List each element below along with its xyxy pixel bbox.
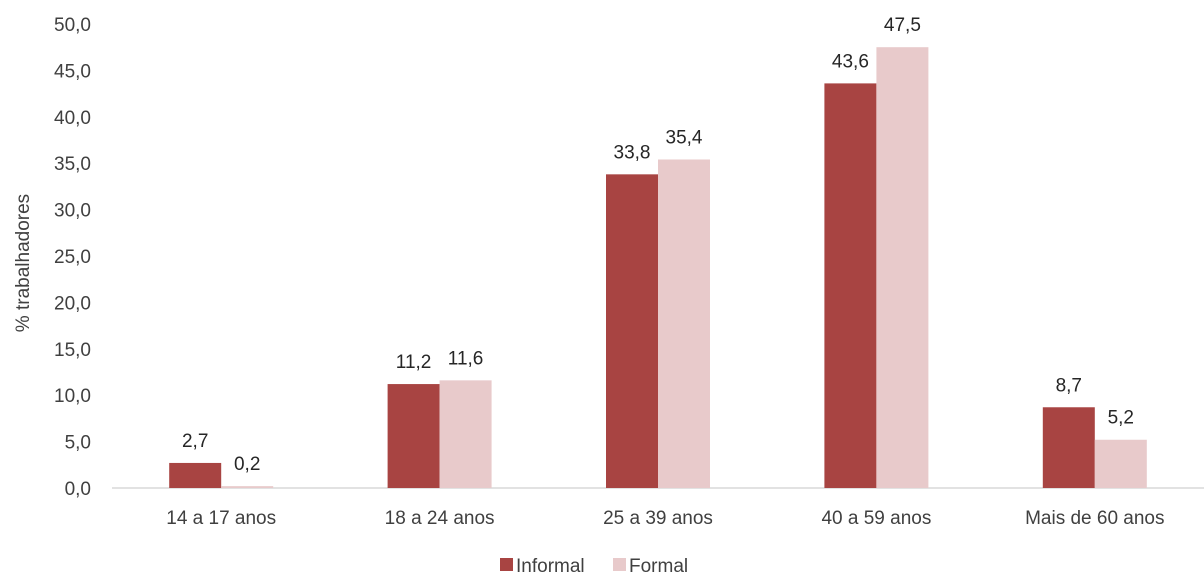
- y-tick-label: 45,0: [54, 61, 91, 82]
- bar-formal: [658, 159, 710, 488]
- x-category-label: 40 a 59 anos: [821, 508, 931, 529]
- legend-swatch-formal: [613, 558, 626, 571]
- y-tick-label: 0,0: [65, 479, 91, 500]
- y-tick-label: 10,0: [54, 386, 91, 407]
- bar-informal: [824, 83, 877, 488]
- y-tick-label: 25,0: [54, 247, 91, 268]
- data-label-formal: 47,5: [884, 15, 921, 36]
- x-category-label: 25 a 39 anos: [603, 508, 713, 529]
- x-category-label: 18 a 24 anos: [385, 508, 495, 529]
- x-category-label: 14 a 17 anos: [166, 508, 276, 529]
- legend: Informal Formal: [500, 556, 688, 577]
- data-label-informal: 43,6: [832, 51, 869, 72]
- bar-informal: [169, 462, 222, 488]
- bar-formal: [439, 380, 492, 488]
- bar-informal: [387, 384, 440, 488]
- data-label-formal: 0,2: [234, 454, 260, 475]
- x-category-label: Mais de 60 anos: [1025, 508, 1164, 529]
- y-tick-label: 30,0: [54, 201, 91, 222]
- y-tick-label: 15,0: [54, 340, 91, 361]
- bars-group: [169, 47, 1147, 488]
- y-tick-label: 35,0: [54, 154, 91, 175]
- data-label-informal: 8,7: [1056, 375, 1082, 396]
- bar-formal: [1094, 439, 1147, 488]
- y-tick-label: 50,0: [54, 15, 91, 36]
- data-label-formal: 11,6: [448, 348, 484, 369]
- bar-formal: [221, 486, 274, 488]
- data-label-informal: 33,8: [614, 142, 651, 163]
- y-tick-label: 5,0: [65, 433, 91, 454]
- legend-label-formal: Formal: [629, 556, 688, 577]
- data-label-formal: 5,2: [1108, 408, 1134, 429]
- legend-swatch-informal: [500, 558, 513, 571]
- bar-informal: [606, 174, 658, 488]
- bar-formal: [876, 47, 929, 488]
- data-label-informal: 11,2: [396, 352, 432, 373]
- y-tick-label: 40,0: [54, 108, 91, 129]
- data-labels-group: 2,7 0,2 11,2 11,6 33,8 35,4 43,6 47,5 8,7 5,2: [182, 15, 1134, 475]
- y-tick-label: 20,0: [54, 293, 91, 314]
- category-labels-group: 14 a 17 anos 18 a 24 anos 25 a 39 anos 40 a…: [166, 508, 1164, 529]
- data-label-formal: 35,4: [666, 127, 703, 148]
- bar-informal: [1042, 407, 1095, 488]
- legend-label-informal: Informal: [516, 556, 585, 577]
- data-label-informal: 2,7: [182, 431, 208, 452]
- y-axis-title: % trabalhadores: [13, 194, 34, 332]
- y-axis-ticks: 0,0 5,0 10,0 15,0 20,0 25,0 30,0 35,0 40,0 45,0 50…: [54, 15, 91, 500]
